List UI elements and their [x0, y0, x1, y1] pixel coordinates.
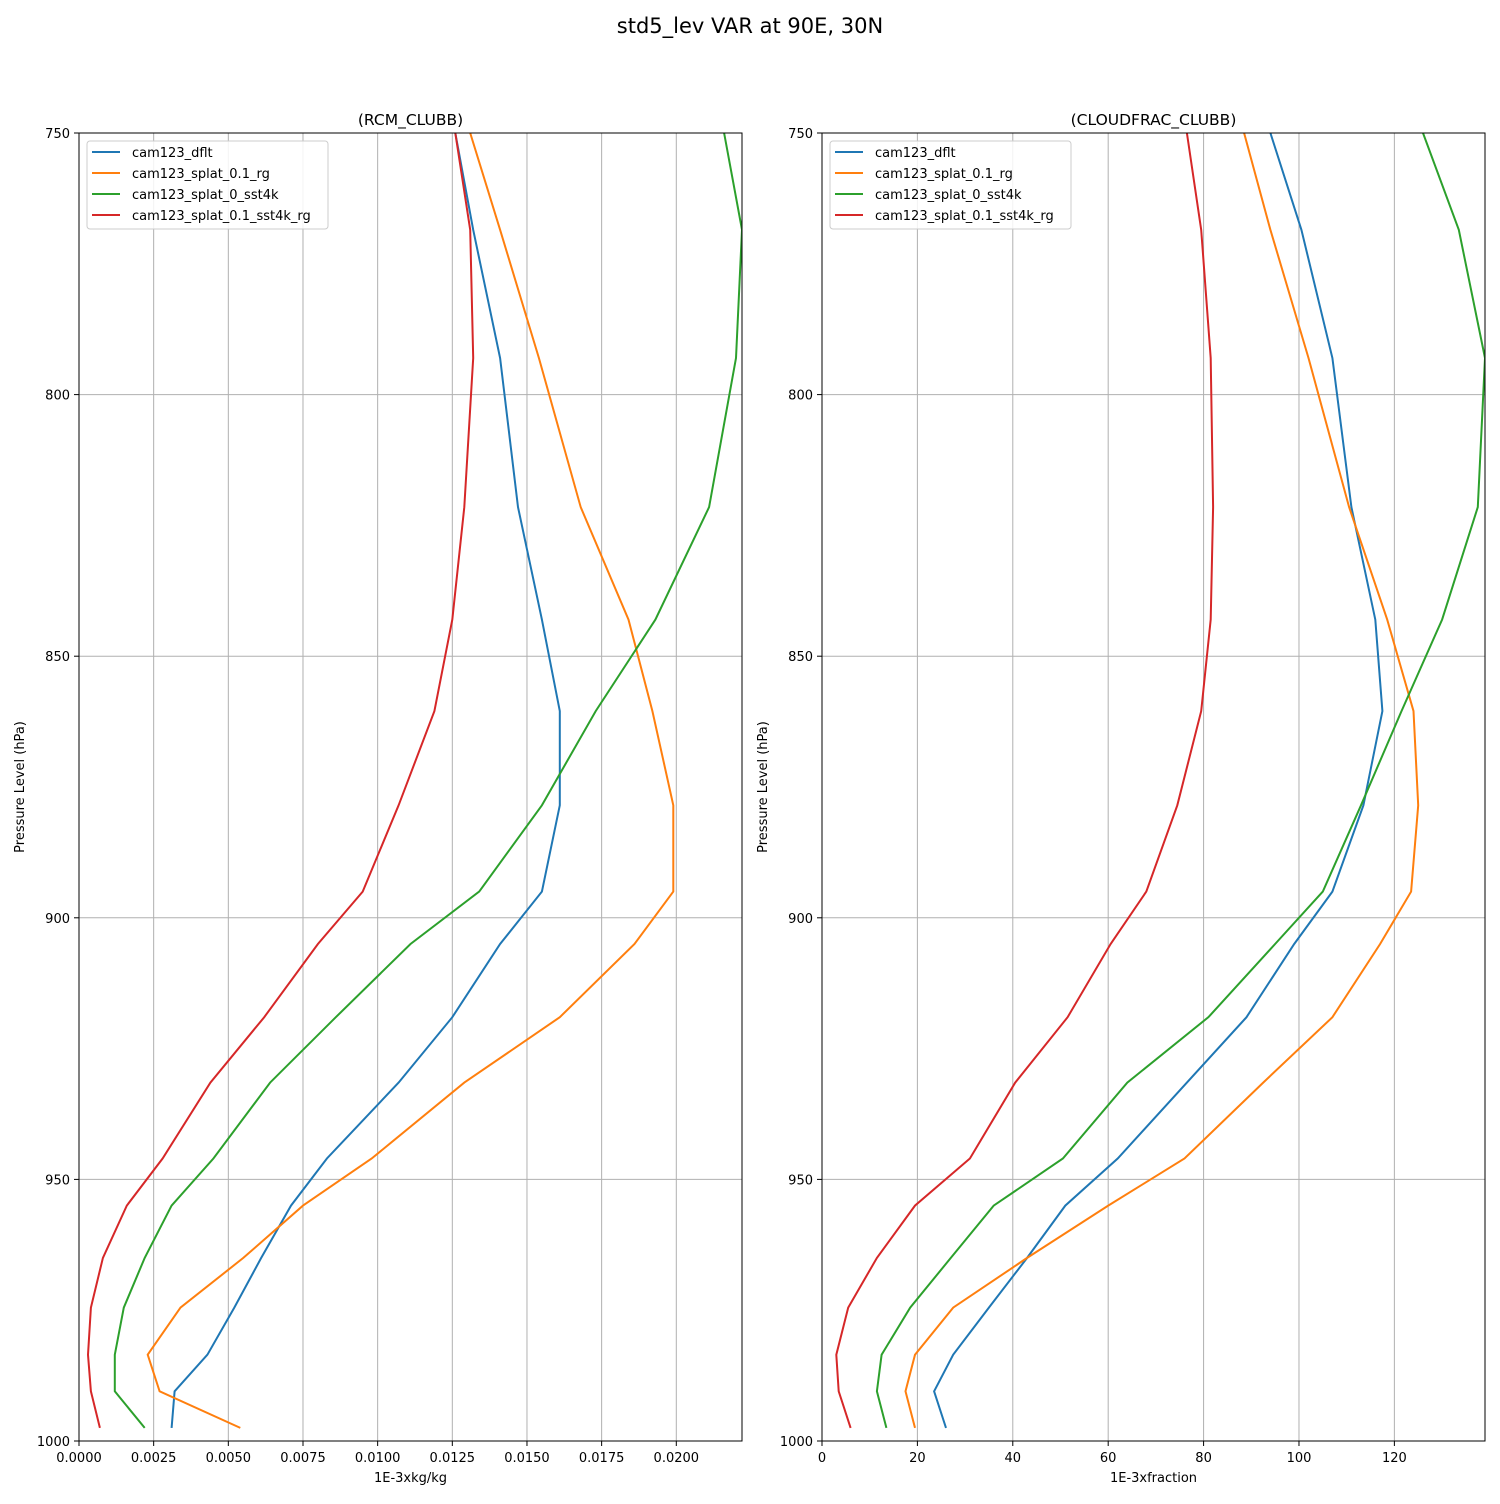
x-tick-label: 0 [818, 1451, 826, 1466]
y-axis-label: Pressure Level (hPa) [756, 721, 771, 853]
y-tick-label: 900 [788, 912, 813, 927]
x-tick-label: 120 [1382, 1451, 1407, 1466]
y-axis-label: Pressure Level (hPa) [13, 721, 28, 853]
y-tick-label: 850 [788, 650, 813, 665]
chart-title: (CLOUDFRAC_CLUBB) [1071, 111, 1237, 130]
series-line-cam123_splat_0.1_sst4k_rg [86, 133, 475, 1429]
x-tick-label: 0.0150 [504, 1451, 550, 1466]
legend: cam123_dflt cam123_splat_0.1_rg cam123_spl… [86, 140, 329, 230]
x-tick-label: 0.0100 [355, 1451, 401, 1466]
legend-entry: cam123_splat_0_sst4k [132, 188, 279, 203]
plot-frame [821, 132, 1486, 1442]
x-tick-label: 0.0075 [280, 1451, 326, 1466]
y-tick-label: 800 [788, 389, 813, 404]
series-line-cam123_splat_0_sst4k [113, 133, 742, 1429]
legend-entry: cam123_splat_0.1_sst4k_rg [132, 209, 311, 224]
y-tick-label: 950 [45, 1173, 70, 1188]
series-line-cam123_splat_0.1_sst4k_rg [835, 133, 1215, 1429]
legend: cam123_dflt cam123_splat_0.1_rg cam123_spl… [829, 140, 1072, 230]
series-line-cam123_dflt [170, 133, 561, 1428]
legend-entry: cam123_splat_0_sst4k [875, 188, 1022, 203]
legend-entry: cam123_splat_0.1_sst4k_rg [875, 209, 1054, 224]
y-tick-label: 950 [788, 1173, 813, 1188]
x-axis-label: 1E-3xkg/kg [374, 1471, 447, 1486]
series-line-cam123_dflt [933, 133, 1384, 1429]
x-tick-label: 0.0025 [131, 1451, 177, 1466]
legend-entry: cam123_dflt [132, 146, 213, 161]
x-tick-label: 100 [1287, 1451, 1312, 1466]
y-tick-label: 900 [45, 912, 70, 927]
x-axis-label: 1E-3xfraction [1110, 1471, 1197, 1486]
x-tick-label: 0.0175 [579, 1451, 625, 1466]
legend-entry: cam123_splat_0.1_rg [875, 167, 1013, 182]
y-tick-label: 850 [45, 650, 70, 665]
y-tick-label: 1000 [780, 1435, 813, 1450]
series-line-cam123_splat_0_sst4k [875, 133, 1485, 1429]
x-tick-label: 40 [1005, 1451, 1022, 1466]
y-tick-label: 750 [788, 127, 813, 142]
x-tick-label: 0.0200 [654, 1451, 700, 1466]
x-tick-label: 20 [909, 1451, 926, 1466]
x-tick-label: 80 [1195, 1451, 1212, 1466]
y-tick-label: 800 [45, 389, 70, 404]
legend-box [86, 140, 329, 230]
y-tick-label: 750 [45, 127, 70, 142]
chart-panel-1: 0.0000 0.0025 0.0050 0.0075 0.0100 0.0125 0.01… [13, 111, 743, 1486]
series-line-cam123_splat_0.1_rg [146, 133, 675, 1429]
chart-title: (RCM_CLUBB) [358, 111, 463, 130]
x-tick-label: 0.0050 [206, 1451, 252, 1466]
series-line-cam123_splat_0.1_rg [904, 133, 1420, 1429]
chart-panel-2: 0 20 40 60 80 100 120 750 800 850 900 950 1000 (CLOUD… [756, 111, 1486, 1486]
legend-box [829, 140, 1072, 230]
y-tick-label: 1000 [37, 1435, 70, 1450]
plot-frame [78, 132, 743, 1442]
figure-title: std5_lev VAR at 90E, 30N [616, 14, 884, 38]
x-tick-label: 0.0125 [430, 1451, 476, 1466]
legend-entry: cam123_splat_0.1_rg [132, 167, 270, 182]
x-tick-label: 60 [1100, 1451, 1117, 1466]
x-tick-label: 0.0000 [56, 1451, 102, 1466]
legend-entry: cam123_dflt [875, 146, 956, 161]
